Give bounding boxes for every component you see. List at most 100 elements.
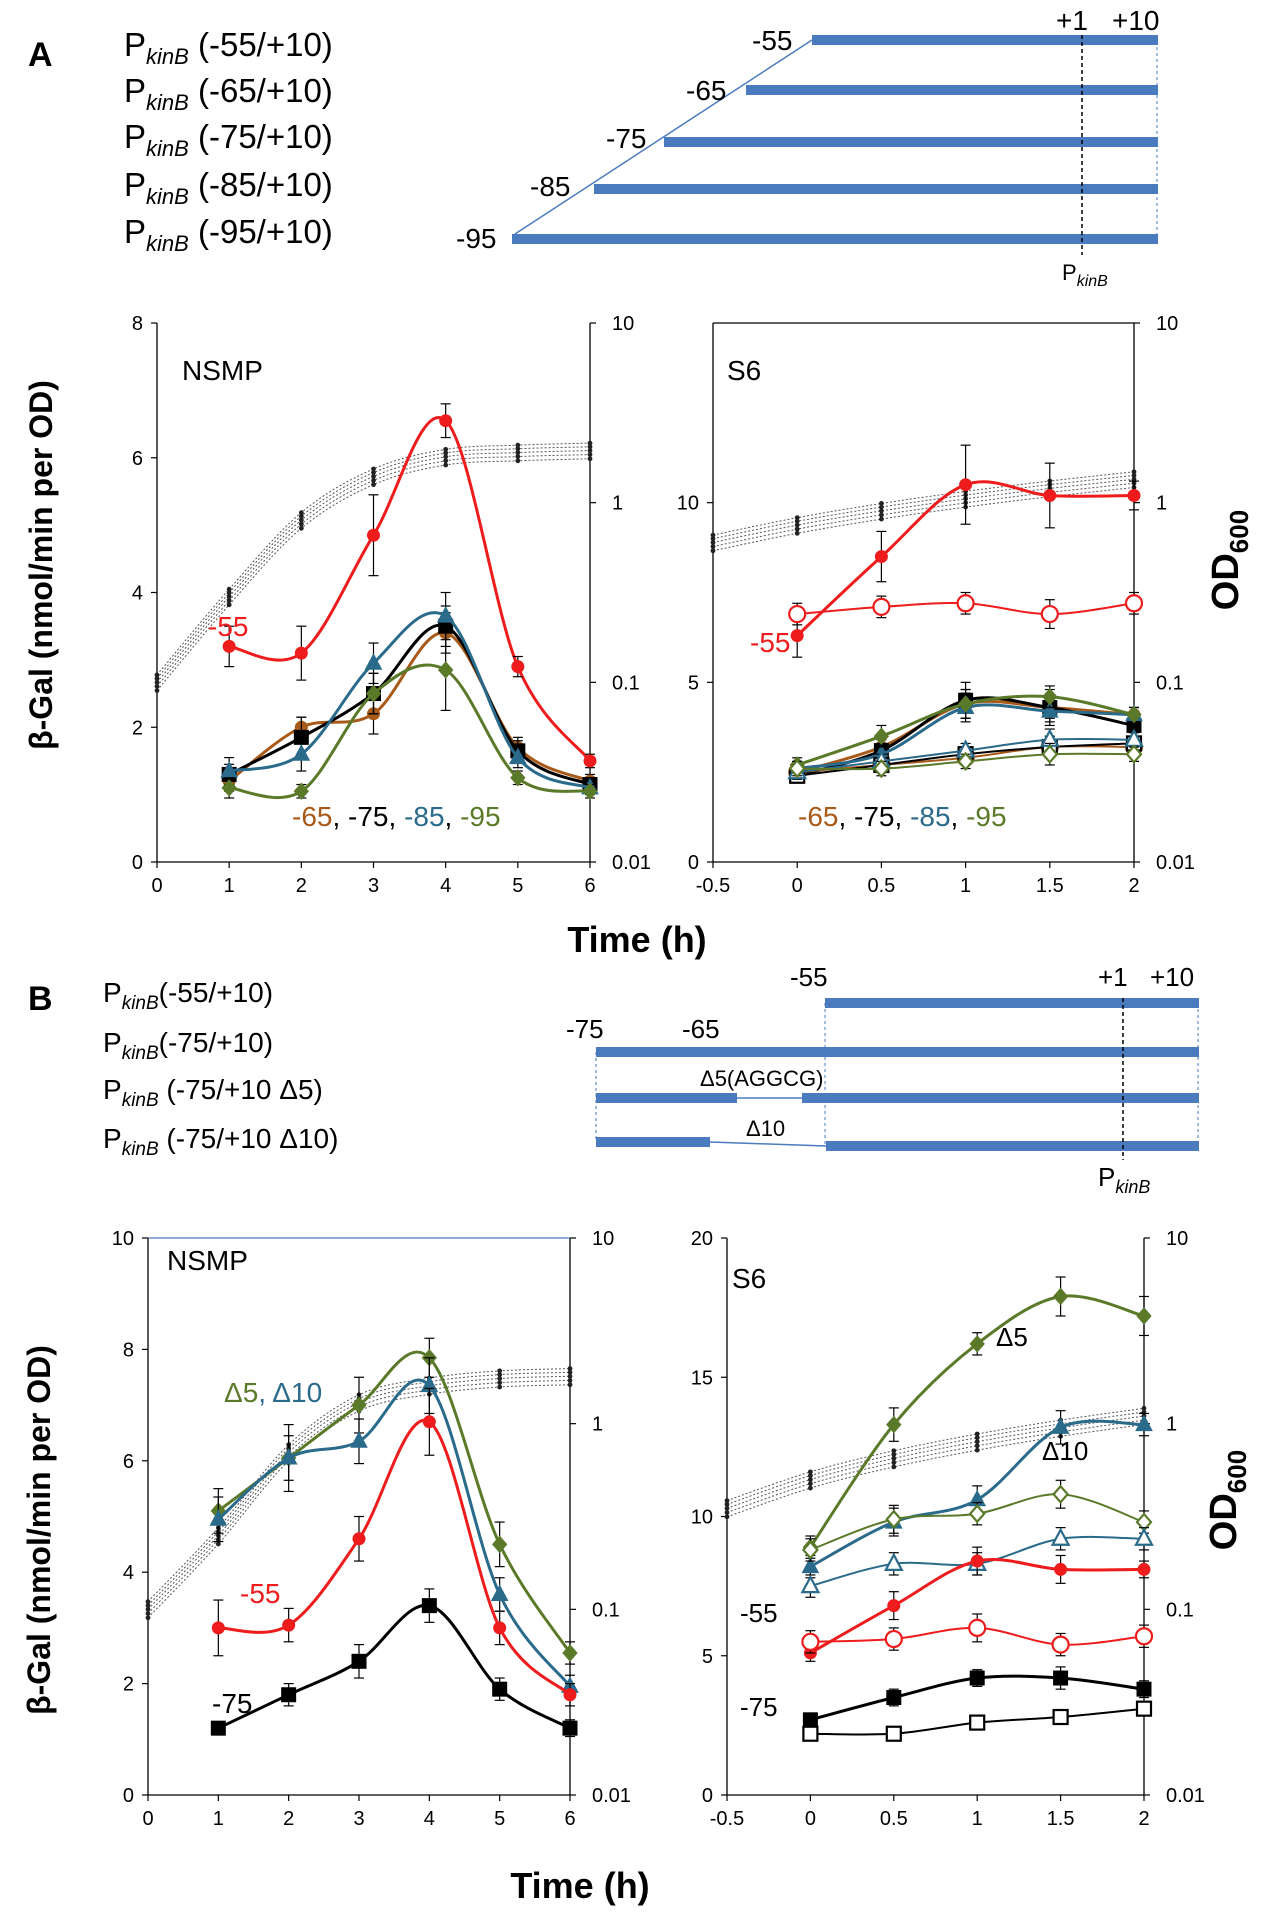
od-point bbox=[587, 440, 593, 446]
data-point bbox=[492, 1535, 508, 1554]
od-point bbox=[808, 1477, 813, 1482]
od-point bbox=[710, 536, 716, 542]
map-a-label-75: -75 bbox=[606, 123, 646, 154]
od-point bbox=[891, 1460, 897, 1465]
x-tick-label: 0.5 bbox=[880, 1808, 908, 1830]
od-point bbox=[497, 1368, 503, 1374]
chart-b-nsmp: 0 1 2 3 4 5 6 0 2 4 6 8 10 0.01 0.1 1 10 NSMP bbox=[112, 1228, 631, 1830]
od-point bbox=[587, 448, 593, 453]
od-point bbox=[974, 1447, 980, 1453]
od-point bbox=[794, 526, 800, 532]
chart-title: NSMP bbox=[182, 355, 263, 386]
od-point bbox=[567, 1369, 573, 1375]
od-point bbox=[891, 1448, 897, 1454]
data-point bbox=[1042, 687, 1058, 706]
panel-b-y2label: OD600 bbox=[1203, 1450, 1252, 1550]
construct-bar-a-75 bbox=[664, 137, 1158, 147]
data-point bbox=[352, 1532, 366, 1546]
od-point bbox=[567, 1378, 573, 1383]
od-point bbox=[567, 1373, 573, 1379]
panel-b-label: B bbox=[28, 980, 53, 1018]
od-point bbox=[371, 482, 376, 488]
od-point bbox=[794, 518, 800, 524]
od-point bbox=[298, 517, 304, 523]
x-tick-label: 2 bbox=[296, 875, 307, 897]
construct-bar-a-65 bbox=[746, 85, 1158, 95]
y2-tick-label: 10 bbox=[612, 313, 634, 335]
construct-bar-b-d5-right bbox=[802, 1093, 1199, 1103]
construct-bar-b-d5-left bbox=[596, 1093, 737, 1103]
data-point bbox=[969, 1335, 985, 1353]
data-point bbox=[886, 1690, 902, 1706]
od-point bbox=[879, 504, 884, 510]
data-point bbox=[282, 1618, 296, 1632]
construct-bar-b-55 bbox=[825, 998, 1199, 1008]
od-point bbox=[587, 452, 593, 457]
x-tick-label: 4 bbox=[424, 1808, 435, 1830]
od-point bbox=[215, 1541, 221, 1547]
data-point bbox=[421, 1598, 437, 1614]
data-point bbox=[1040, 604, 1059, 624]
y-tick-label: 0 bbox=[123, 1785, 134, 1807]
y-tick-label: 10 bbox=[691, 1507, 713, 1529]
y2-tick-label: 0.1 bbox=[592, 1599, 620, 1621]
data-point bbox=[790, 629, 804, 643]
data-point bbox=[802, 1712, 818, 1728]
map-a-label-65: -65 bbox=[686, 75, 726, 106]
od-point bbox=[154, 688, 160, 693]
od-point bbox=[145, 1606, 151, 1612]
panel-b-ylabel: β-Gal (nmol/min per OD) bbox=[21, 1345, 57, 1715]
od-point bbox=[724, 1510, 730, 1515]
od-point bbox=[724, 1498, 730, 1504]
data-point bbox=[957, 751, 975, 772]
map-b-m65: -65 bbox=[682, 1014, 720, 1044]
od-point bbox=[145, 1611, 151, 1616]
data-point bbox=[956, 594, 975, 613]
od-growth-curve bbox=[712, 478, 1135, 543]
od-point bbox=[587, 444, 593, 450]
data-point bbox=[1136, 1307, 1152, 1325]
data-point bbox=[1043, 488, 1057, 502]
y2-tick-label: 0.01 bbox=[612, 852, 651, 874]
construct-bar-b-d10-right bbox=[826, 1141, 1199, 1151]
od-point bbox=[515, 450, 521, 455]
data-point bbox=[970, 1554, 984, 1568]
od-point bbox=[710, 548, 716, 554]
data-point bbox=[279, 1447, 298, 1465]
data-point bbox=[1135, 1414, 1153, 1432]
data-point bbox=[872, 758, 890, 779]
data-point bbox=[351, 1396, 367, 1414]
chart-a-nsmp-annotations: -55 -65, -75, -85, -95 bbox=[208, 611, 501, 832]
map-b-plus10: +10 bbox=[1150, 962, 1194, 992]
od-point bbox=[891, 1456, 897, 1461]
data-point bbox=[492, 1681, 508, 1697]
od-point bbox=[497, 1384, 503, 1390]
map-a-label-85: -85 bbox=[530, 171, 570, 202]
chart-title: NSMP bbox=[167, 1245, 248, 1276]
od-point bbox=[497, 1372, 503, 1378]
x-tick-label: 1 bbox=[224, 875, 235, 897]
data-point bbox=[885, 1725, 902, 1742]
data-point bbox=[511, 660, 525, 674]
x-tick-label: 0 bbox=[792, 875, 803, 897]
series-line bbox=[217, 1378, 572, 1688]
data-point bbox=[493, 1621, 507, 1635]
annotation-a-nsmp-rest: -65, -75, -85, -95 bbox=[292, 801, 501, 832]
data-point bbox=[583, 754, 597, 768]
data-point bbox=[874, 550, 888, 564]
y-tick-label: 0 bbox=[702, 1785, 713, 1807]
od-point bbox=[794, 522, 800, 528]
data-point bbox=[1134, 1527, 1154, 1546]
data-point bbox=[211, 1621, 225, 1635]
od-growth-curve bbox=[726, 1419, 1145, 1513]
x-tick-label: 6 bbox=[584, 875, 595, 897]
data-point bbox=[222, 639, 236, 653]
x-tick-label: 0 bbox=[142, 1808, 153, 1830]
od-point bbox=[710, 544, 716, 549]
data-point bbox=[1127, 488, 1141, 502]
od-point bbox=[515, 454, 521, 459]
chart-a-s6-annotations: -55 -65, -75, -85, -95 bbox=[750, 627, 1007, 832]
od-growth-curve bbox=[712, 471, 1135, 536]
od-point bbox=[587, 456, 593, 462]
